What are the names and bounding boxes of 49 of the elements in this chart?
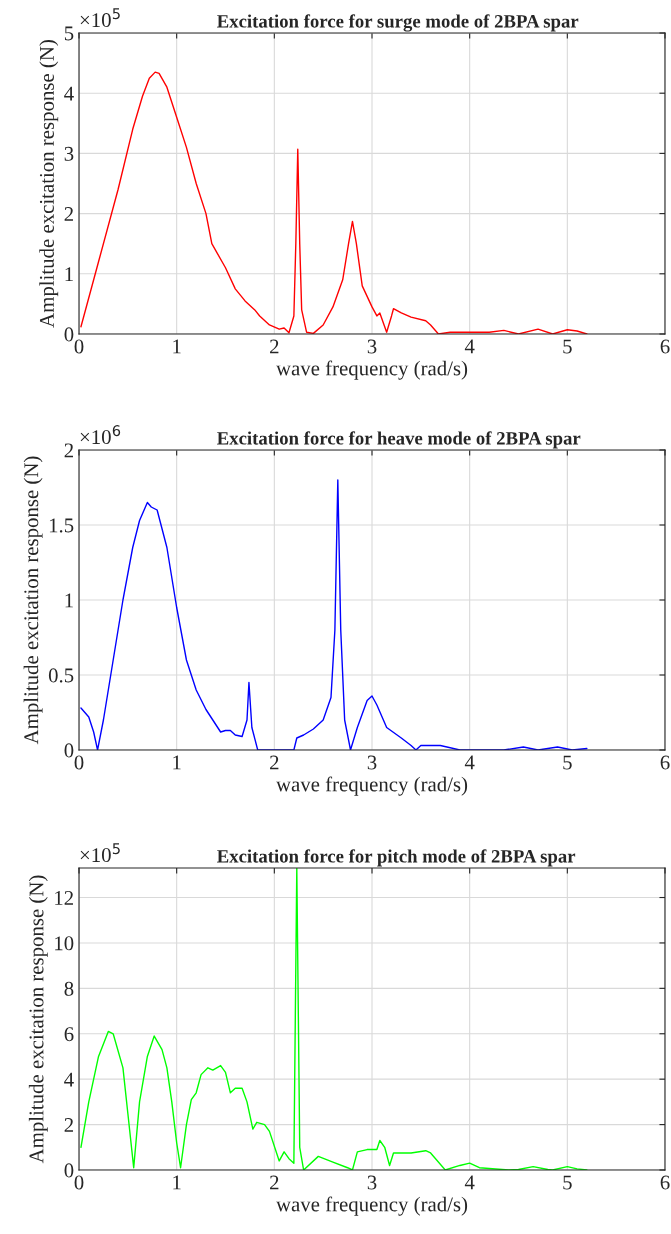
y-tick-label: 0 bbox=[64, 743, 74, 758]
chart-title: Excitation force for surge mode of 2BPA spar bbox=[217, 14, 579, 32]
y-axis-title: Amplitude excitation response (N) bbox=[28, 875, 48, 1164]
y-axis-title: Amplitude excitation response (N) bbox=[23, 456, 43, 745]
text: ×10$^{5}$ bbox=[80, 8, 120, 28]
y-tick-label: 1 bbox=[65, 593, 73, 608]
y-tick-label: 5 bbox=[64, 26, 74, 41]
y-tick-label: 1.5 bbox=[49, 518, 74, 533]
x-axis-title: wave frequency (rad/s) bbox=[276, 776, 468, 796]
y-tick-label: 2 bbox=[64, 207, 73, 221]
x-tick-label: 1 bbox=[173, 339, 181, 354]
y-tick-label: 4 bbox=[64, 1072, 74, 1087]
x-tick-label: 2 bbox=[270, 755, 279, 770]
x-tick-label: 6 bbox=[660, 755, 670, 770]
chart-title: Excitation force for heave mode of 2BPA spar bbox=[217, 431, 581, 449]
y-tick-label: 0 bbox=[64, 327, 74, 342]
y-axis-title: Amplitude excitation response (N) bbox=[39, 40, 59, 328]
x-axis-title: wave frequency (rad/s) bbox=[276, 1196, 468, 1216]
x-tick-label: 3 bbox=[367, 755, 377, 770]
x-axis-title: wave frequency (rad/s) bbox=[276, 360, 468, 380]
x-tick-label: 5 bbox=[563, 1175, 572, 1190]
y-tick-label: 2 bbox=[64, 1118, 73, 1132]
y-tick-label: 6 bbox=[64, 1027, 74, 1042]
x-tick-label: 4 bbox=[464, 339, 475, 354]
x-tick-label: 2 bbox=[270, 1175, 279, 1190]
y-tick-label: 12 bbox=[55, 890, 73, 905]
x-tick-label: 5 bbox=[563, 339, 572, 354]
x-tick-label: 1 bbox=[173, 1175, 181, 1190]
x-tick-label: 5 bbox=[563, 755, 572, 770]
x-tick-label: 3 bbox=[367, 1175, 377, 1190]
y-tick-label: 2 bbox=[64, 443, 73, 458]
x-tick-label: 4 bbox=[464, 1175, 475, 1190]
text: ×10$^{5}$ bbox=[80, 843, 120, 863]
x-tick-label: 4 bbox=[464, 755, 475, 770]
line-series bbox=[80, 479, 588, 750]
text: ×10$^{6}$ bbox=[80, 425, 121, 445]
y-tick-label: 4 bbox=[64, 86, 74, 101]
x-tick-label: 1 bbox=[173, 755, 181, 770]
x-tick-label: 2 bbox=[270, 339, 279, 354]
x-tick-label: 6 bbox=[660, 339, 670, 354]
y-tick-label: 0 bbox=[64, 1163, 74, 1178]
y-tick-label: 0.5 bbox=[48, 668, 74, 683]
y-tick-label: 8 bbox=[64, 981, 74, 996]
y-tick-label: 10 bbox=[55, 936, 74, 951]
y-tick-label: 1 bbox=[65, 267, 73, 282]
chart-title: Excitation force for pitch mode of 2BPA spar bbox=[217, 849, 576, 867]
x-tick-label: 3 bbox=[367, 339, 377, 354]
y-tick-label: 3 bbox=[64, 146, 74, 161]
x-tick-label: 6 bbox=[660, 1175, 670, 1190]
